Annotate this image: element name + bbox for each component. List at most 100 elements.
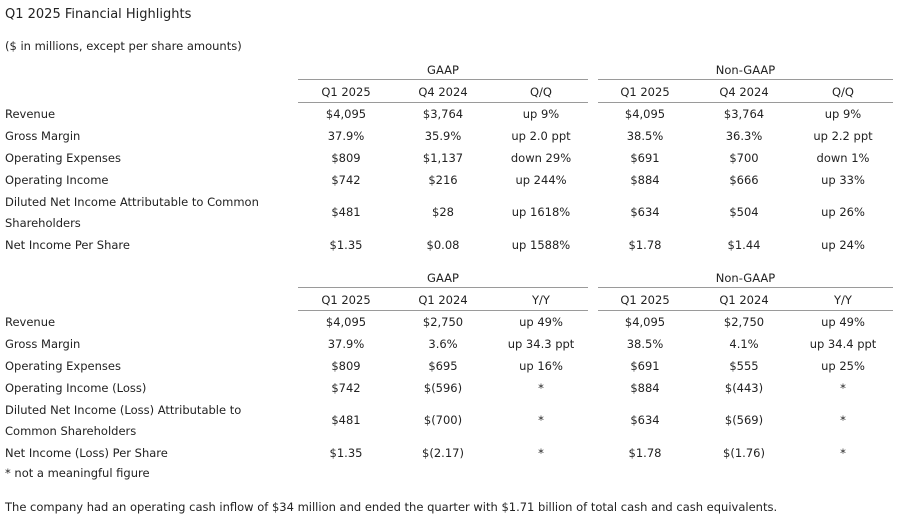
table-cell: $666: [729, 173, 759, 187]
table-cell: up 9%: [522, 107, 560, 121]
table-cell: $(569): [724, 413, 764, 427]
gaap-group-rule: [298, 287, 588, 288]
table-row: Diluted Net Income Attributable to Commo…: [0, 191, 900, 234]
page-subtitle: ($ in millions, except per share amounts…: [5, 39, 242, 53]
table-row: Gross Margin 37.9% 35.9% up 2.0 ppt 38.5% 36.…: [0, 125, 900, 147]
table-cell: $1.35: [329, 238, 363, 252]
table-cell: 38.5%: [626, 129, 664, 143]
table-cell: $481: [331, 413, 361, 427]
gaap-group-rule: [298, 79, 588, 80]
table-cell: $3,764: [723, 107, 765, 121]
table-cell: $4,095: [624, 315, 666, 329]
table-cell: 35.9%: [424, 129, 462, 143]
table-cell: 37.9%: [327, 337, 365, 351]
table-cell: $(1.76): [723, 446, 765, 460]
row-label-continued: Common Shareholders: [5, 424, 137, 438]
table-cell: $1.78: [628, 238, 662, 252]
header-rule-gaap: [298, 310, 588, 311]
row-label: Net Income Per Share: [5, 238, 130, 252]
table-cell: $1.35: [329, 446, 363, 460]
footnote: * not a meaningful figure: [5, 466, 150, 480]
column-header: Y/Y: [834, 293, 852, 307]
table-cell: 38.5%: [626, 337, 664, 351]
table-cell: 4.1%: [729, 337, 759, 351]
table-cell: *: [840, 413, 846, 427]
table-row: Net Income (Loss) Per Share $1.35 $(2.17) *…: [0, 442, 900, 464]
table-cell: 3.6%: [428, 337, 458, 351]
row-label: Operating Expenses: [5, 151, 121, 165]
header-rule-gaap: [298, 102, 588, 103]
table-cell: up 49%: [821, 315, 865, 329]
table-row: Operating Income (Loss) $742 $(596) * $884 $(…: [0, 377, 900, 399]
table-cell: up 26%: [821, 205, 865, 219]
table-cell: 36.3%: [725, 129, 763, 143]
column-header: Q1 2024: [418, 293, 468, 307]
table-cell: $2,750: [422, 315, 464, 329]
row-label-continued: Shareholders: [5, 216, 81, 230]
row-label: Operating Income (Loss): [5, 381, 147, 395]
table-cell: up 49%: [519, 315, 563, 329]
table-cell: $(596): [423, 381, 463, 395]
nongaap-group-label: Non-GAAP: [715, 271, 776, 285]
row-label: Net Income (Loss) Per Share: [5, 446, 168, 460]
table-row: Gross Margin 37.9% 3.6% up 34.3 ppt 38.5% 4.1…: [0, 333, 900, 355]
nongaap-group-rule: [598, 287, 893, 288]
column-header-row: Q1 2025 Q4 2024 Q/Q Q1 2025 Q4 2024 Q/Q: [0, 81, 900, 103]
row-label: Diluted Net Income Attributable to Commo…: [5, 195, 259, 209]
table-cell: $809: [331, 359, 361, 373]
row-label: Operating Income: [5, 173, 109, 187]
table-cell: $4,095: [325, 107, 367, 121]
header-rule-nongaap: [598, 102, 893, 103]
table-cell: $742: [331, 381, 361, 395]
table-cell: $695: [428, 359, 458, 373]
table-cell: $809: [331, 151, 361, 165]
row-label: Diluted Net Income (Loss) Attributable t…: [5, 403, 242, 417]
column-header: Q4 2024: [418, 85, 468, 99]
column-header: Q/Q: [530, 85, 552, 99]
table-cell: $28: [432, 205, 454, 219]
column-header: Y/Y: [532, 293, 550, 307]
table-row: Net Income Per Share $1.35 $0.08 up 1588% $1…: [0, 234, 900, 256]
table-cell: $(2.17): [422, 446, 464, 460]
table-cell: $884: [630, 381, 660, 395]
page-title: Q1 2025 Financial Highlights: [5, 7, 192, 22]
table-row: Operating Expenses $809 $695 up 16% $691 $555…: [0, 355, 900, 377]
table-cell: $700: [729, 151, 759, 165]
table-cell: $884: [630, 173, 660, 187]
table-cell: $4,095: [624, 107, 666, 121]
table-cell: 37.9%: [327, 129, 365, 143]
table-cell: $0.08: [426, 238, 460, 252]
table-cell: up 16%: [519, 359, 563, 373]
table-cell: up 2.0 ppt: [511, 129, 571, 143]
table-cell: $2,750: [723, 315, 765, 329]
table-row: Operating Expenses $809 $1,137 down 29% $691…: [0, 147, 900, 169]
table-cell: $691: [630, 359, 660, 373]
nongaap-group-label: Non-GAAP: [715, 63, 776, 77]
column-header: Q1 2025: [321, 85, 371, 99]
row-label: Gross Margin: [5, 129, 81, 143]
table-cell: $634: [630, 413, 660, 427]
column-header: Q1 2025: [321, 293, 371, 307]
table-row: Revenue $4,095 $3,764 up 9% $4,095 $3,764 up 9…: [0, 103, 900, 125]
table-cell: down 1%: [816, 151, 870, 165]
table-cell: up 2.2 ppt: [813, 129, 873, 143]
table-cell: up 34.3 ppt: [507, 337, 575, 351]
column-header: Q1 2025: [620, 85, 670, 99]
table-cell: $555: [729, 359, 759, 373]
row-label: Operating Expenses: [5, 359, 121, 373]
table-cell: $691: [630, 151, 660, 165]
table-cell: *: [538, 381, 544, 395]
table-cell: up 9%: [824, 107, 862, 121]
table-cell: $481: [331, 205, 361, 219]
table-cell: up 1618%: [511, 205, 571, 219]
column-header: Q4 2024: [719, 85, 769, 99]
table-cell: $504: [729, 205, 759, 219]
table-cell: $742: [331, 173, 361, 187]
table-cell: $(443): [724, 381, 764, 395]
row-label: Revenue: [5, 315, 56, 329]
row-label: Gross Margin: [5, 337, 81, 351]
table-cell: $634: [630, 205, 660, 219]
table-cell: up 33%: [821, 173, 865, 187]
table-cell: up 1588%: [511, 238, 571, 252]
table-cell: $1,137: [422, 151, 464, 165]
